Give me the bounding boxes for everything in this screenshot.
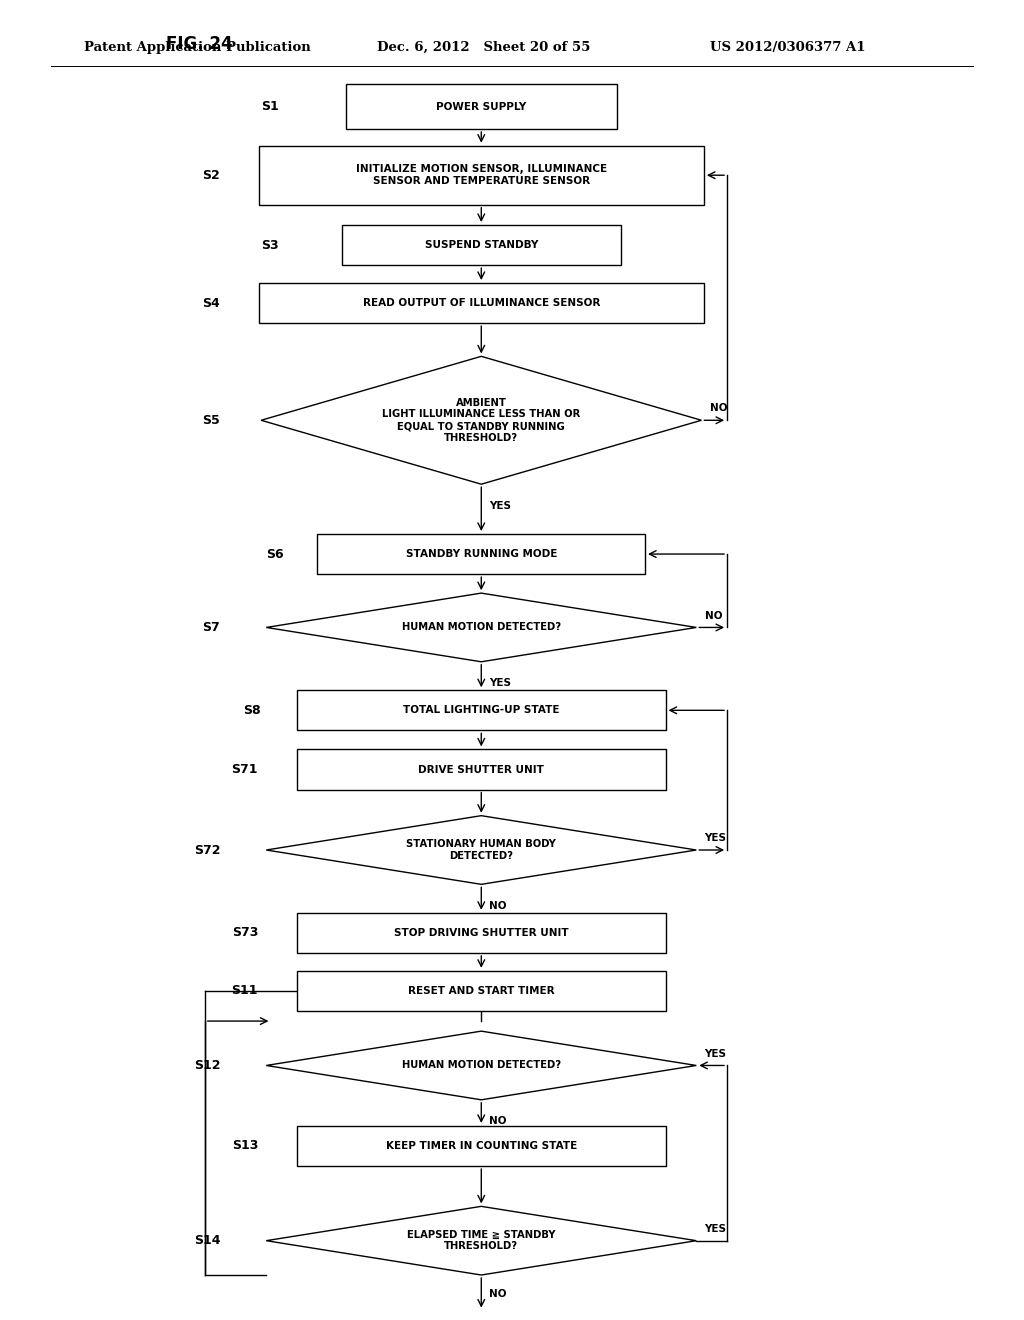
Text: YES: YES — [705, 1048, 726, 1059]
Text: YES: YES — [489, 500, 511, 511]
Text: S3: S3 — [261, 239, 279, 252]
Text: KEEP TIMER IN COUNTING STATE: KEEP TIMER IN COUNTING STATE — [386, 1140, 577, 1151]
Text: NO: NO — [489, 900, 507, 911]
Text: TOTAL LIGHTING-UP STATE: TOTAL LIGHTING-UP STATE — [403, 705, 559, 715]
Text: S5: S5 — [203, 413, 220, 426]
Text: HUMAN MOTION DETECTED?: HUMAN MOTION DETECTED? — [401, 1060, 561, 1071]
FancyBboxPatch shape — [297, 1126, 666, 1166]
FancyBboxPatch shape — [258, 282, 705, 323]
Text: AMBIENT
LIGHT ILLUMINANCE LESS THAN OR
EQUAL TO STANDBY RUNNING
THRESHOLD?: AMBIENT LIGHT ILLUMINANCE LESS THAN OR E… — [382, 397, 581, 442]
Text: HUMAN MOTION DETECTED?: HUMAN MOTION DETECTED? — [401, 623, 561, 632]
Text: Patent Application Publication: Patent Application Publication — [84, 41, 310, 54]
Text: RESET AND START TIMER: RESET AND START TIMER — [408, 986, 555, 995]
Text: S73: S73 — [231, 927, 258, 940]
Text: YES: YES — [705, 1224, 726, 1234]
FancyBboxPatch shape — [297, 912, 666, 953]
Text: S14: S14 — [194, 1234, 220, 1247]
Text: S1: S1 — [261, 100, 279, 114]
Text: NO: NO — [489, 1117, 507, 1126]
Text: S72: S72 — [194, 843, 220, 857]
Text: POWER SUPPLY: POWER SUPPLY — [436, 102, 526, 112]
FancyBboxPatch shape — [297, 970, 666, 1011]
Polygon shape — [261, 356, 701, 484]
FancyBboxPatch shape — [297, 750, 666, 789]
Text: SUSPEND STANDBY: SUSPEND STANDBY — [425, 240, 538, 249]
Text: S12: S12 — [194, 1059, 220, 1072]
Text: NO: NO — [489, 1288, 507, 1299]
Text: YES: YES — [705, 833, 726, 843]
Text: INITIALIZE MOTION SENSOR, ILLUMINANCE
SENSOR AND TEMPERATURE SENSOR: INITIALIZE MOTION SENSOR, ILLUMINANCE SE… — [355, 165, 607, 186]
Text: DRIVE SHUTTER UNIT: DRIVE SHUTTER UNIT — [419, 764, 544, 775]
Polygon shape — [266, 1206, 696, 1275]
FancyBboxPatch shape — [342, 224, 621, 265]
Text: US 2012/0306377 A1: US 2012/0306377 A1 — [710, 41, 865, 54]
Text: S71: S71 — [231, 763, 258, 776]
Text: NO: NO — [710, 404, 727, 413]
FancyBboxPatch shape — [258, 145, 705, 205]
FancyBboxPatch shape — [345, 84, 616, 129]
Text: YES: YES — [489, 678, 511, 688]
Text: S8: S8 — [244, 704, 261, 717]
Text: S2: S2 — [203, 169, 220, 182]
Text: Dec. 6, 2012   Sheet 20 of 55: Dec. 6, 2012 Sheet 20 of 55 — [377, 41, 590, 54]
Text: FIG. 24: FIG. 24 — [166, 34, 232, 53]
Text: S6: S6 — [266, 548, 284, 561]
Text: S11: S11 — [231, 985, 258, 998]
Text: S13: S13 — [231, 1139, 258, 1152]
Polygon shape — [266, 593, 696, 661]
Text: S7: S7 — [203, 620, 220, 634]
Text: STANDBY RUNNING MODE: STANDBY RUNNING MODE — [406, 549, 557, 560]
Text: STATIONARY HUMAN BODY
DETECTED?: STATIONARY HUMAN BODY DETECTED? — [407, 840, 556, 861]
Polygon shape — [266, 816, 696, 884]
Text: READ OUTPUT OF ILLUMINANCE SENSOR: READ OUTPUT OF ILLUMINANCE SENSOR — [362, 298, 600, 308]
Text: STOP DRIVING SHUTTER UNIT: STOP DRIVING SHUTTER UNIT — [394, 928, 568, 939]
Text: ELAPSED TIME ≧ STANDBY
THRESHOLD?: ELAPSED TIME ≧ STANDBY THRESHOLD? — [407, 1230, 556, 1251]
FancyBboxPatch shape — [297, 690, 666, 730]
Polygon shape — [266, 1031, 696, 1100]
FancyBboxPatch shape — [317, 533, 645, 574]
Text: S4: S4 — [203, 297, 220, 310]
Text: NO: NO — [705, 611, 722, 620]
